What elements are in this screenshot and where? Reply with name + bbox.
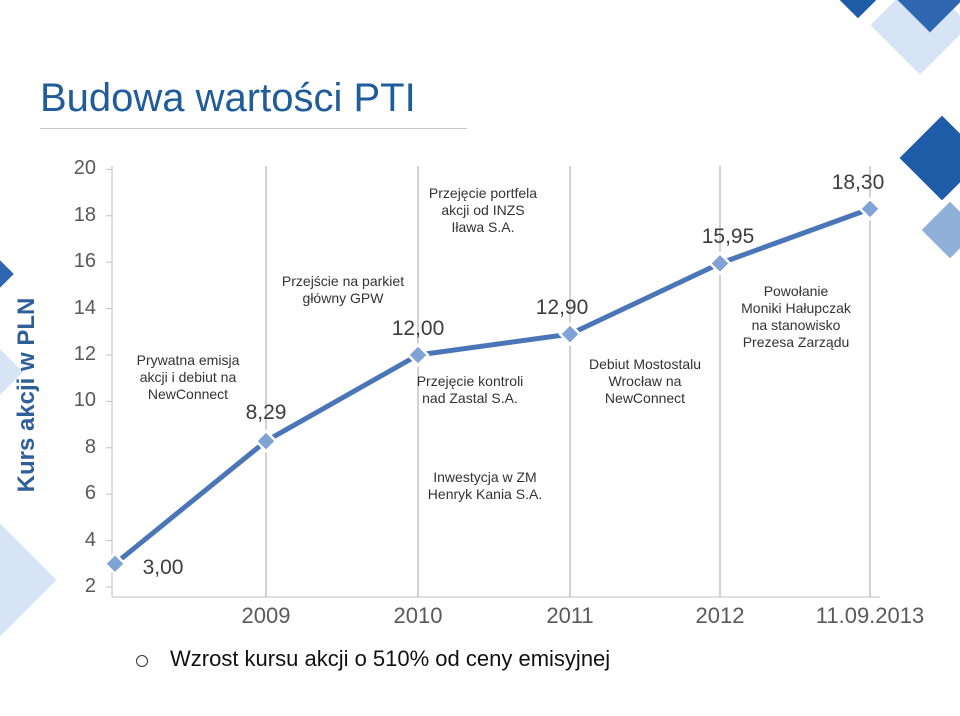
data-label: 3,00 — [142, 555, 184, 579]
y-tick-label: 10 — [73, 389, 96, 412]
hollow-circle-bullet-icon — [136, 655, 148, 667]
title-divider — [40, 128, 467, 129]
data-point-marker — [103, 552, 127, 576]
summary-text: Wzrost kursu akcji o 510% od ceny emisyj… — [170, 646, 611, 671]
annotation: Inwestycja w ZM Henryk Kania S.A. — [427, 469, 543, 502]
data-point-marker — [254, 429, 278, 453]
data-point-marker — [558, 322, 582, 346]
y-tick-label: 8 — [84, 435, 96, 458]
y-tick-label: 6 — [84, 482, 96, 505]
y-tick-label: 18 — [73, 203, 96, 226]
series-line — [113, 206, 871, 566]
x-tick-label: 11.09.2013 — [815, 603, 925, 628]
data-label: 12,90 — [535, 296, 589, 320]
data-point-marker — [406, 343, 430, 367]
data-label: 18,30 — [831, 170, 885, 194]
y-tick-label: 12 — [73, 343, 96, 365]
data-label: 8,29 — [245, 401, 287, 425]
x-tick-label: 2010 — [393, 603, 443, 628]
data-label: 12,00 — [391, 317, 445, 340]
y-tick-label: 16 — [73, 250, 96, 273]
data-point-marker — [858, 197, 882, 221]
annotation: Przejęcie portfela akcji od INZS Iława S… — [428, 185, 538, 235]
x-tick-label: 2012 — [695, 603, 745, 628]
annotation: Prywatna emisja akcji i debiut na NewCon… — [136, 352, 240, 402]
annotation: Powołanie Moniki Hałupczak na stanowisko… — [741, 283, 851, 350]
data-label: 15,95 — [701, 225, 755, 249]
y-tick-label: 14 — [73, 296, 96, 319]
data-point-marker — [708, 251, 732, 276]
x-tick-label: 2011 — [546, 603, 594, 628]
annotation: Debiut Mostostalu Wrocław na NewConnect — [588, 356, 702, 406]
slide-title: Budowa wartości PTI — [40, 76, 416, 120]
y-tick-label: 4 — [84, 528, 96, 551]
y-tick-label: 20 — [73, 157, 96, 180]
annotation: Przejęcie kontroli nad Zastal S.A. — [416, 373, 524, 406]
annotation: Przejście na parkiet główny GPW — [281, 273, 405, 306]
x-tick-label: 2009 — [241, 603, 291, 628]
y-tick-label: 2 — [84, 575, 96, 597]
